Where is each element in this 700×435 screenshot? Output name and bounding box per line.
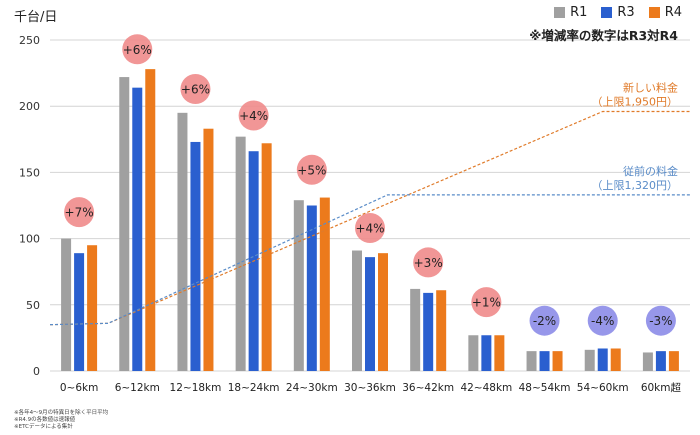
bars — [61, 69, 679, 372]
change-label-4: +5% — [297, 163, 326, 177]
change-label-6: +3% — [414, 256, 443, 270]
bar-r4-6 — [436, 290, 447, 371]
fee-lines: 新しい料金（上限1,950円） 従前の料金（上限1,320円） — [49, 80, 690, 326]
bar-r4-2 — [203, 128, 214, 371]
change-label-10: -3% — [649, 314, 672, 328]
change-badge-3 — [238, 100, 269, 131]
x-tick-6: 36~42km — [402, 382, 454, 394]
change-label-5: +4% — [355, 222, 384, 236]
y-axis-label: 千台/日 — [14, 10, 58, 25]
legend-swatch-r4 — [648, 7, 660, 18]
bar-r3-0 — [74, 253, 85, 371]
change-badge-2 — [180, 73, 211, 104]
annotation-note: ※増減率の数字はR3対R4 — [529, 28, 678, 43]
x-tick-10: 60km超 — [641, 381, 682, 394]
new-fee-label-1: 新しい料金 — [623, 80, 678, 94]
footnote-3: ※ETCデータによる集計 — [14, 424, 73, 430]
bar-r3-4 — [306, 205, 317, 371]
x-tick-9: 54~60km — [577, 382, 629, 394]
change-label-8: -2% — [533, 314, 556, 328]
bar-r3-2 — [190, 141, 201, 371]
change-label-1: +6% — [123, 43, 152, 57]
x-tick-2: 12~18km — [170, 382, 222, 394]
bar-r4-0 — [87, 245, 98, 371]
change-badge-0 — [64, 197, 95, 228]
legend-label-r3: R3 — [617, 5, 635, 20]
footnote-1: ※各年4～9月の特異日を除く平日平均 — [14, 410, 109, 416]
new-fee-line — [49, 110, 690, 326]
bar-r1-6 — [410, 288, 421, 371]
bar-r3-7 — [481, 335, 492, 371]
change-badges: +7% +6% +6% +4% +5% +4% +3% +1% -2% -4% -3% — [64, 34, 676, 336]
bar-r4-10 — [668, 351, 679, 371]
legend-item-r4: R4 — [648, 5, 682, 20]
old-fee-label-2: （上限1,320円） — [592, 179, 679, 192]
y-tick-labels: 0 50 100 150 200 250 — [19, 34, 40, 378]
x-tick-0: 0~6km — [60, 382, 98, 394]
bar-r4-3 — [261, 143, 272, 371]
x-tick-labels: 0~6km 6~12km 12~18km 18~24km 24~30km 30~36km 3… — [60, 381, 682, 394]
bar-r1-1 — [119, 77, 130, 372]
legend-label-r1: R1 — [570, 5, 588, 20]
x-tick-4: 24~30km — [286, 382, 338, 394]
legend: R1 R3 R4 — [554, 5, 682, 20]
change-label-9: -4% — [591, 314, 614, 328]
change-badge-5 — [355, 213, 385, 244]
legend-swatch-r1 — [554, 7, 566, 18]
bar-r3-8 — [539, 351, 550, 371]
legend-item-r3: R3 — [601, 5, 635, 20]
bar-r3-1 — [132, 87, 143, 371]
y-tick-50: 50 — [26, 299, 40, 312]
y-tick-200: 200 — [19, 100, 40, 113]
bar-r4-7 — [494, 335, 505, 371]
bar-r4-5 — [378, 253, 388, 371]
bar-r3-9 — [597, 348, 608, 371]
bar-r4-8 — [552, 351, 563, 371]
x-tick-3: 18~24km — [228, 382, 280, 394]
x-tick-5: 30~36km — [344, 382, 396, 394]
change-badge-9 — [587, 305, 618, 336]
bar-r3-6 — [423, 292, 434, 371]
change-badge-1 — [122, 34, 153, 65]
change-badge-8 — [529, 305, 560, 336]
change-label-7: +1% — [472, 296, 501, 310]
legend-swatch-r3 — [601, 7, 613, 18]
bar-r1-5 — [352, 250, 362, 371]
old-fee-label-1: 従前の料金 — [623, 164, 678, 178]
y-tick-100: 100 — [19, 233, 40, 246]
bar-r1-0 — [61, 238, 72, 371]
bar-r1-4 — [293, 200, 304, 371]
old-fee-line — [49, 194, 690, 326]
bar-r1-8 — [526, 351, 537, 371]
bar-r4-1 — [145, 69, 156, 372]
new-fee-label-2: （上限1,950円） — [592, 95, 679, 108]
legend-item-r1: R1 — [554, 5, 587, 20]
change-badge-6 — [413, 247, 444, 278]
bar-r3-5 — [365, 257, 375, 371]
bar-r1-9 — [584, 349, 595, 371]
change-badge-7 — [471, 287, 502, 318]
footnotes: ※各年4～9月の特異日を除く平日平均 ※R4.9の各数値は速報値 ※ETCデータ… — [14, 410, 108, 431]
change-label-2: +6% — [181, 82, 210, 96]
bar-r1-3 — [235, 136, 246, 371]
x-tick-7: 42~48km — [460, 382, 512, 394]
y-tick-0: 0 — [33, 365, 40, 378]
change-badge-4 — [296, 154, 327, 185]
y-tick-250: 250 — [19, 34, 40, 47]
bar-r3-10 — [655, 351, 666, 371]
change-badge-10 — [645, 305, 676, 336]
x-tick-8: 48~54km — [519, 382, 571, 394]
bar-r4-9 — [610, 348, 621, 371]
legend-label-r4: R4 — [664, 5, 682, 20]
change-label-3: +4% — [239, 109, 268, 123]
bar-r1-2 — [177, 112, 188, 371]
x-tick-1: 6~12km — [115, 382, 160, 394]
footnote-2: ※R4.9の各数値は速報値 — [14, 417, 76, 423]
change-label-0: +7% — [65, 206, 94, 220]
bar-r1-10 — [642, 352, 653, 371]
bar-r1-7 — [468, 335, 479, 371]
y-tick-150: 150 — [19, 166, 40, 179]
bar-r4-4 — [319, 197, 330, 371]
